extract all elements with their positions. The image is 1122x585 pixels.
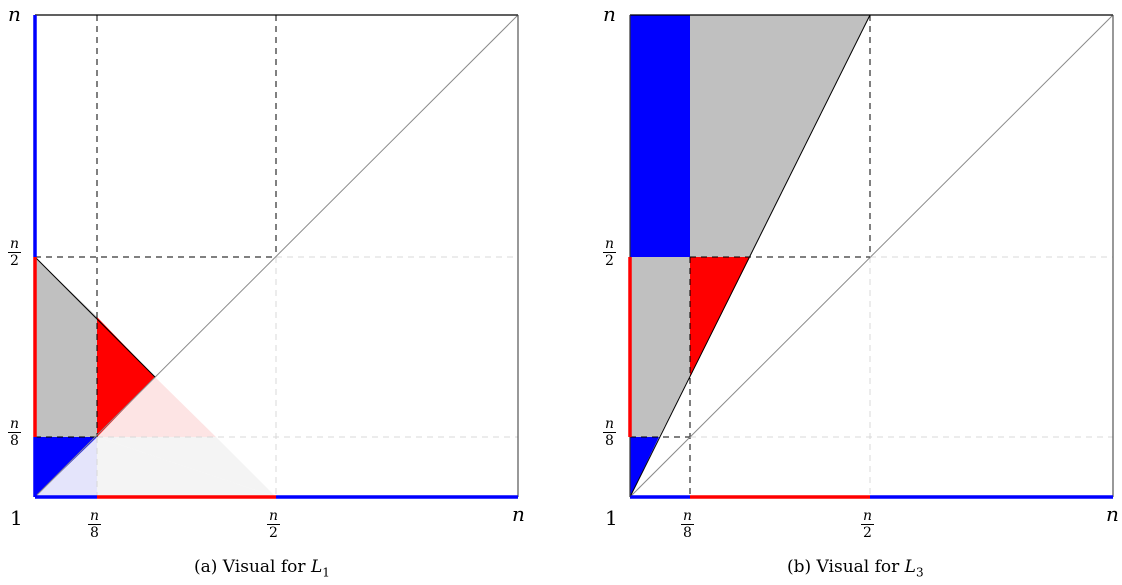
x-label-n-half-den: 2 <box>269 525 278 541</box>
gray-upper-region <box>690 15 870 257</box>
x-label-n-eighth-b-num: n <box>681 508 695 525</box>
y-label-n: n <box>8 2 21 26</box>
diagonal-line-b <box>629 14 1114 498</box>
x-label-n-half: n 2 <box>267 508 281 541</box>
x-label-n-half-b: n 2 <box>861 508 875 541</box>
gray-left-region <box>630 257 690 437</box>
x-label-n-half-b-num: n <box>861 508 875 525</box>
x-label-n-eighth-b-den: 8 <box>683 525 692 541</box>
caption-a-prefix: (a) Visual for <box>194 557 311 577</box>
caption-b: (b) Visual for L3 <box>787 557 924 579</box>
caption-a: (a) Visual for L1 <box>194 557 330 579</box>
diagram-b <box>628 14 1114 499</box>
x-label-n-eighth-num: n <box>88 508 102 525</box>
x-label-n-eighth-b: n 8 <box>681 508 695 541</box>
blue-rect <box>630 15 690 257</box>
caption-a-var: L <box>310 557 323 577</box>
y-label-n-eighth-b-den: 8 <box>605 433 614 449</box>
x-label-n-half-b-den: 2 <box>863 525 872 541</box>
y-label-n-half-den: 2 <box>10 253 19 269</box>
panel-b: n n 2 n 8 1 n 8 n 2 n (b) Visual for L3 <box>561 0 1122 585</box>
gray-region <box>35 257 97 437</box>
caption-a-sub: 1 <box>322 565 330 580</box>
panel-a: n n 2 n 8 1 n 8 n 2 n (a) Visual for L1 <box>0 0 560 585</box>
y-label-n-half-num: n <box>8 236 22 253</box>
y-label-n-eighth-b-num: n <box>603 416 617 433</box>
origin-label-one: 1 <box>10 506 23 530</box>
red-triangle <box>97 317 155 437</box>
x-label-n-half-num: n <box>267 508 281 525</box>
y-label-n-eighth-den: 8 <box>10 433 19 449</box>
y-label-n-half-b-den: 2 <box>605 253 614 269</box>
diagonal-line <box>34 14 519 498</box>
x-label-n-eighth: n 8 <box>88 508 102 541</box>
caption-b-sub: 3 <box>915 565 924 580</box>
origin-label-one-b: 1 <box>605 506 618 530</box>
light-red-triangle <box>97 377 216 437</box>
caption-b-prefix: (b) Visual for <box>787 557 905 577</box>
x-label-n-eighth-den: 8 <box>90 525 99 541</box>
y-label-n-b: n <box>603 2 616 26</box>
y-label-n-eighth: n 8 <box>8 416 22 449</box>
caption-b-var: L <box>904 557 916 577</box>
y-label-n-eighth-num: n <box>8 416 22 433</box>
x-label-n: n <box>512 502 525 526</box>
boundary-line <box>34 256 156 378</box>
diagram-a <box>33 14 519 499</box>
y-label-n-half: n 2 <box>8 236 22 269</box>
x-label-n-b: n <box>1106 502 1119 526</box>
light-gray-triangle-upper <box>97 437 276 497</box>
y-label-n-half-b-num: n <box>603 236 617 253</box>
boundary-line-b <box>629 14 871 498</box>
y-label-n-eighth-b: n 8 <box>603 416 617 449</box>
y-label-n-half-b: n 2 <box>603 236 617 269</box>
